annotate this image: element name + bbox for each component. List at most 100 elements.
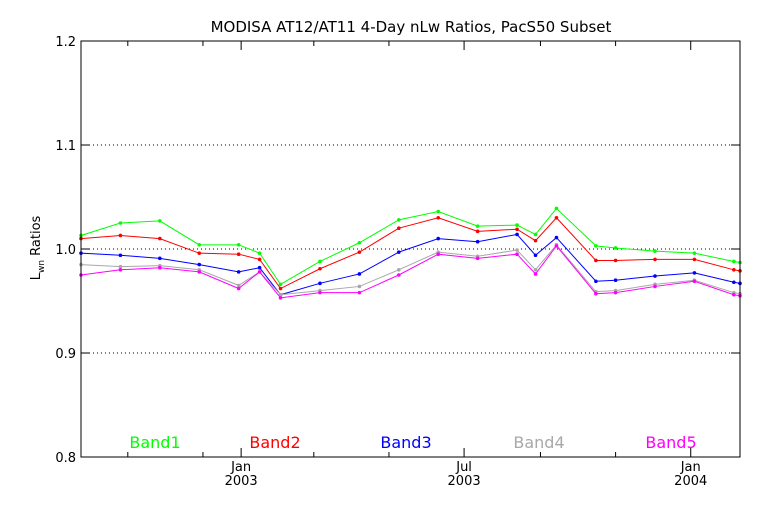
data-point bbox=[732, 259, 736, 264]
data-point bbox=[475, 239, 480, 244]
data-point bbox=[318, 259, 322, 264]
legend-entry-band5: Band5 bbox=[645, 433, 696, 452]
data-point bbox=[278, 292, 283, 297]
data-point bbox=[533, 238, 538, 243]
data-point bbox=[278, 296, 283, 300]
data-point bbox=[257, 265, 262, 270]
data-point bbox=[515, 227, 519, 232]
legend-entry-band4: Band4 bbox=[513, 433, 564, 452]
chart-title: MODISA AT12/AT11 4-Day nLw Ratios, PacS5… bbox=[211, 18, 612, 36]
data-point bbox=[533, 253, 538, 258]
data-point bbox=[318, 290, 322, 295]
data-point bbox=[396, 268, 401, 272]
x-tick-label-year: 2003 bbox=[225, 474, 258, 489]
data-point bbox=[197, 262, 202, 267]
data-point bbox=[158, 265, 162, 270]
x-tick-label-month: Jan bbox=[680, 460, 701, 475]
x-tick-label-year: 2004 bbox=[674, 474, 707, 489]
data-point bbox=[515, 252, 519, 256]
data-point bbox=[554, 244, 559, 248]
data-point bbox=[357, 240, 362, 245]
data-point bbox=[257, 251, 262, 255]
data-point bbox=[613, 246, 618, 250]
y-tick-label: 1.1 bbox=[55, 139, 76, 154]
data-point bbox=[396, 273, 401, 277]
data-point bbox=[533, 268, 538, 272]
y-tick-label: 0.9 bbox=[55, 347, 76, 362]
data-point bbox=[236, 283, 241, 288]
data-point bbox=[613, 278, 618, 283]
data-point bbox=[475, 229, 480, 234]
data-point bbox=[118, 221, 123, 225]
data-point bbox=[118, 268, 123, 272]
data-point bbox=[594, 279, 598, 284]
data-point bbox=[613, 290, 618, 295]
data-point bbox=[653, 274, 657, 278]
data-point bbox=[594, 244, 598, 248]
data-point bbox=[396, 218, 401, 222]
series-band3 bbox=[79, 232, 742, 297]
data-point bbox=[613, 258, 618, 263]
data-point bbox=[396, 250, 401, 254]
data-point bbox=[357, 290, 362, 295]
data-point bbox=[158, 219, 162, 223]
legend: Band1 Band2 Band3 Band4 Band5 bbox=[129, 433, 696, 452]
data-point bbox=[278, 282, 283, 287]
data-point bbox=[278, 286, 283, 291]
legend-entry-band3: Band3 bbox=[380, 433, 431, 452]
series-line bbox=[80, 245, 741, 299]
data-point bbox=[692, 257, 697, 262]
data-point bbox=[692, 251, 697, 255]
data-point bbox=[257, 270, 262, 274]
data-point bbox=[158, 256, 162, 261]
y-axis-label-subscript: wn bbox=[37, 260, 47, 273]
data-point bbox=[158, 236, 162, 241]
data-point bbox=[436, 209, 441, 214]
y-tick-label: 1.0 bbox=[55, 243, 76, 258]
data-point bbox=[653, 249, 657, 253]
data-point bbox=[197, 243, 202, 247]
data-point bbox=[357, 284, 362, 289]
y-axis-label: Lwn Ratios bbox=[29, 215, 47, 280]
data-point bbox=[653, 257, 657, 262]
x-tick-label-month: Jan bbox=[230, 460, 251, 475]
data-point bbox=[118, 253, 123, 258]
data-point bbox=[732, 280, 736, 285]
data-point bbox=[318, 281, 322, 286]
data-point bbox=[318, 266, 322, 271]
gridlines bbox=[81, 144, 740, 354]
data-point bbox=[236, 270, 241, 274]
series-lines bbox=[79, 206, 742, 300]
y-axis-label-main: L bbox=[29, 272, 44, 280]
data-point bbox=[732, 292, 736, 297]
data-point bbox=[692, 271, 697, 275]
y-tick-label: 0.8 bbox=[55, 451, 76, 466]
data-point bbox=[653, 284, 657, 289]
data-point bbox=[118, 264, 123, 269]
data-point bbox=[197, 251, 202, 255]
data-point bbox=[475, 224, 480, 228]
data-point bbox=[436, 252, 441, 256]
series-band5 bbox=[79, 244, 742, 300]
data-point bbox=[357, 250, 362, 254]
data-point bbox=[554, 206, 559, 211]
x-tick-label-month: Jul bbox=[455, 460, 472, 475]
data-point bbox=[436, 216, 441, 220]
data-point bbox=[515, 223, 519, 227]
data-point bbox=[515, 232, 519, 237]
x-tick-label-year: 2003 bbox=[448, 474, 481, 489]
data-point bbox=[236, 243, 241, 247]
data-point bbox=[236, 252, 241, 256]
legend-entry-band1: Band1 bbox=[129, 433, 180, 452]
data-point bbox=[257, 257, 262, 262]
data-point bbox=[396, 226, 401, 230]
legend-entry-band2: Band2 bbox=[249, 433, 300, 452]
y-tick-label: 1.2 bbox=[55, 35, 76, 50]
data-point bbox=[118, 233, 123, 238]
y-axis-label-rest: Ratios bbox=[29, 215, 44, 260]
data-point bbox=[533, 232, 538, 237]
data-point bbox=[515, 248, 519, 252]
series-band1 bbox=[79, 206, 742, 287]
data-point bbox=[554, 216, 559, 220]
